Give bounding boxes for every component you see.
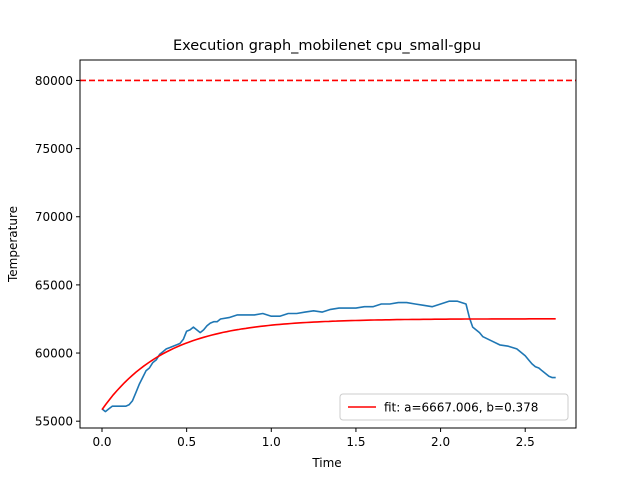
x-tick-label: 0.0 — [92, 435, 111, 449]
x-tick-label: 2.5 — [516, 435, 535, 449]
legend-label-fit: fit: a=6667.006, b=0.378 — [384, 401, 538, 415]
legend-box — [339, 393, 569, 421]
fit-series-line — [101, 317, 556, 411]
x-tick-label: 1.0 — [262, 435, 281, 449]
x-axis-label: Time — [311, 456, 341, 470]
plot-area: 0.0 0.5 1.0 1.5 2.0 2.5 55000 60000 65000 70000 75… — [35, 59, 577, 449]
y-tick-label: 70000 — [35, 210, 73, 224]
y-tick-label: 75000 — [35, 142, 73, 156]
x-tick-label: 2.0 — [431, 435, 450, 449]
axes-frame — [79, 59, 577, 429]
y-tick-label: 65000 — [35, 278, 73, 292]
y-tick-label: 80000 — [35, 74, 73, 88]
measured-series-line — [101, 300, 556, 413]
y-axis-label: Temperature — [6, 206, 20, 283]
y-tick-label: 55000 — [35, 415, 73, 429]
legend: fit: a=6667.006, b=0.378 — [339, 393, 569, 421]
x-tick-label: 0.5 — [177, 435, 196, 449]
y-tick-label: 60000 — [35, 347, 73, 361]
x-tick-label: 1.5 — [346, 435, 365, 449]
chart-title: Execution graph_mobilenet cpu_small-gpu — [173, 38, 481, 54]
